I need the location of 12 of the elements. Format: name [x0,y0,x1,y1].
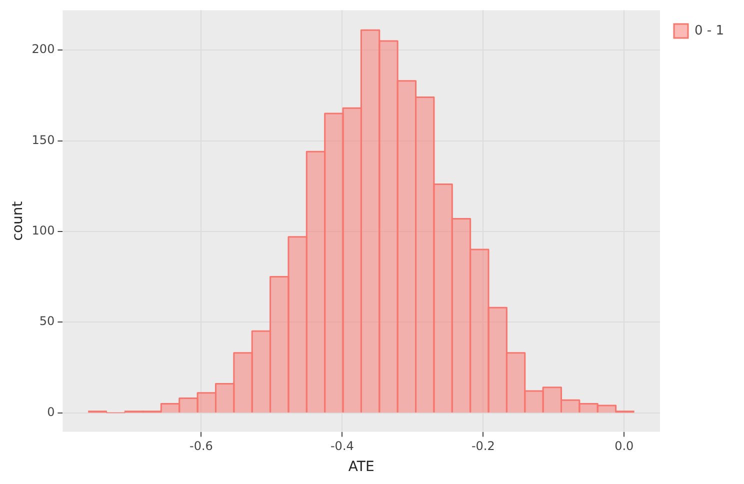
y-axis-title: count [10,200,26,241]
y-tick-label: 100 [32,224,55,238]
legend-label: 0 - 1 [694,23,724,38]
y-tick-label: 200 [32,42,55,56]
x-tick-label: -0.6 [190,439,213,454]
y-tick-label: 0 [47,404,55,419]
y-tick-label: 50 [39,314,55,328]
y-tick-label: 150 [32,132,55,147]
x-axis-title: ATE [348,459,374,476]
x-tick-label: -0.2 [471,439,495,454]
x-tick-label: 0.0 [614,439,634,454]
x-tick-label: -0.4 [330,439,354,454]
